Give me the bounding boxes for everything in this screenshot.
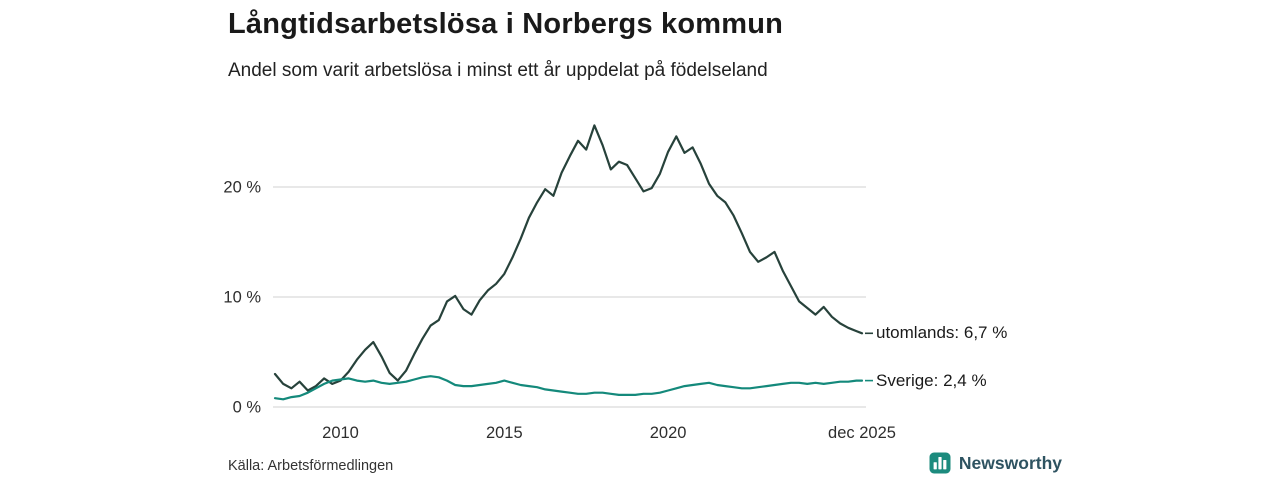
series-line-utomlands	[273, 124, 864, 392]
series-line-sverige	[273, 375, 864, 401]
series-label-sverige: Sverige: 2,4 %	[876, 370, 987, 390]
y-tick-label: 0 %	[233, 399, 262, 417]
chart-subtitle: Andel som varit arbetslösa i minst ett å…	[228, 60, 768, 81]
y-tick-label: 10 %	[223, 289, 261, 307]
x-tick-label: 2015	[486, 424, 523, 442]
newsworthy-wordmark: Newsworthy	[958, 452, 1062, 473]
y-tick-label: 20 %	[223, 179, 261, 197]
newsworthy-icon	[929, 452, 951, 474]
series-label-utomlands: utomlands: 6,7 %	[876, 323, 1008, 343]
x-tick-label: 2020	[650, 424, 687, 442]
chart-title: Långtidsarbetslösa i Norbergs kommun	[228, 8, 784, 40]
newsworthy-logo: Newsworthy	[929, 452, 1062, 474]
x-tick-label: dec 2025	[828, 424, 896, 442]
x-tick-label: 2010	[322, 424, 359, 442]
source-text: Källa: Arbetsförmedlingen	[228, 458, 394, 474]
